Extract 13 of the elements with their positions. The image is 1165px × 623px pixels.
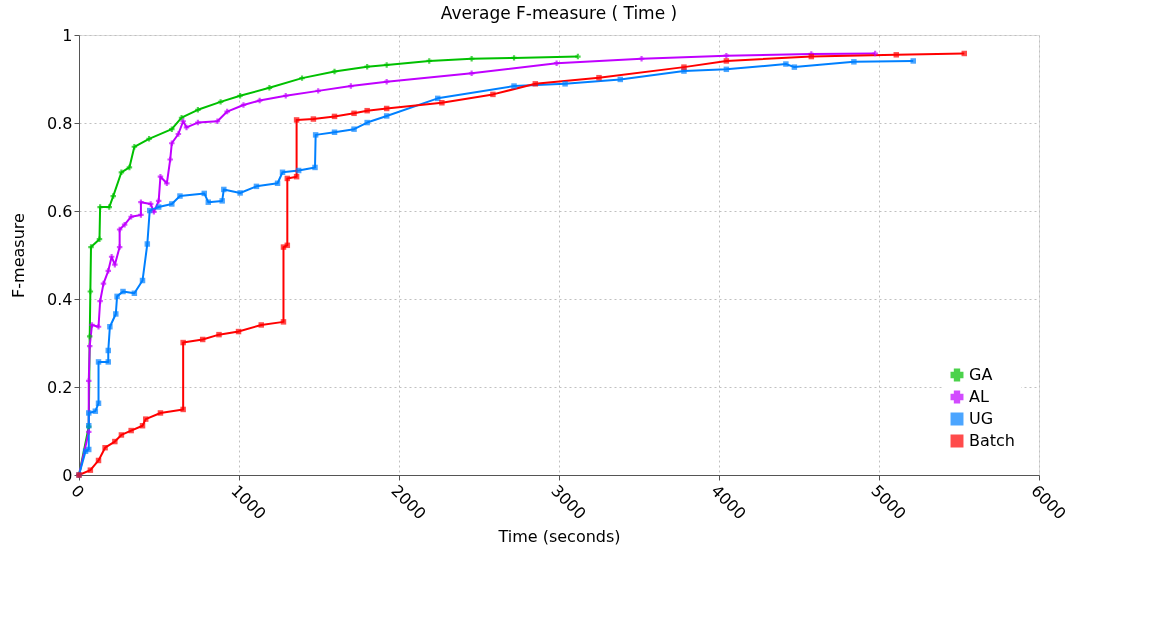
y-tick-label: 0.6	[47, 201, 73, 221]
x-axis-title: Time (seconds)	[497, 526, 621, 546]
y-tick-label: 0	[62, 465, 73, 485]
legend-label: UG	[969, 409, 994, 428]
y-tick-label: 1	[62, 25, 73, 45]
y-axis-title: F-measure	[9, 213, 29, 298]
legend-label: GA	[969, 365, 993, 384]
chart-title: Average F-measure ( Time )	[440, 3, 678, 23]
y-tick-label: 0.2	[47, 377, 73, 397]
legend-label: AL	[969, 387, 989, 406]
y-tick-label: 0.8	[47, 113, 73, 133]
y-tick-label: 0.4	[47, 289, 73, 309]
legend-label: Batch	[969, 431, 1015, 450]
